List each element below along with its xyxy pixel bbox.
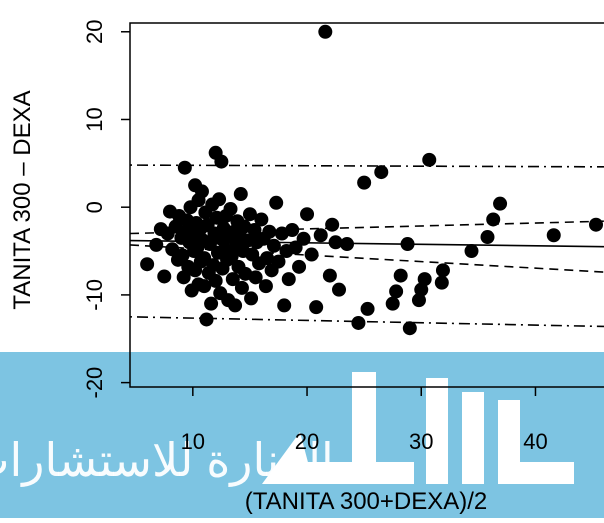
data-point — [400, 237, 415, 252]
data-point — [435, 263, 450, 278]
limit-of-agreement-upper-line — [129, 164, 604, 168]
data-point — [204, 296, 219, 311]
data-point — [242, 207, 257, 222]
watermark-logo-shape — [300, 462, 414, 484]
data-point — [149, 237, 164, 252]
watermark-logo-shape — [426, 378, 448, 484]
data-point — [318, 24, 333, 39]
data-point — [248, 270, 263, 285]
watermark-logo-shape — [498, 462, 574, 484]
watermark-text: المنارة للاستشارات — [0, 434, 334, 487]
data-point — [225, 272, 240, 287]
data-point — [254, 212, 269, 227]
data-point — [417, 272, 432, 287]
data-point — [300, 207, 315, 222]
data-point — [493, 196, 508, 211]
data-point — [223, 201, 238, 216]
data-points-layer — [140, 24, 604, 336]
data-point — [313, 228, 328, 243]
data-point — [157, 269, 172, 284]
watermark-overlay: المنارة للاستشارات — [0, 352, 604, 518]
data-point — [262, 224, 277, 239]
data-point — [389, 284, 404, 299]
data-point — [260, 251, 275, 266]
data-point — [271, 254, 286, 269]
data-point — [194, 184, 209, 199]
data-point — [228, 298, 243, 313]
data-point — [266, 238, 281, 253]
data-point — [414, 282, 429, 297]
data-point — [357, 175, 372, 190]
data-point — [328, 235, 343, 250]
plot-frame — [129, 22, 604, 388]
data-point — [244, 291, 259, 306]
data-point — [309, 300, 324, 315]
x-tick-label: 30 — [409, 429, 433, 454]
data-point — [247, 222, 262, 237]
data-point — [176, 270, 191, 285]
data-point — [165, 242, 180, 257]
y-tick-label: 10 — [82, 107, 107, 131]
data-point — [480, 230, 495, 245]
data-point — [393, 268, 408, 283]
data-point — [234, 280, 249, 295]
y-tick-label: 20 — [82, 20, 107, 44]
data-point — [351, 315, 366, 330]
data-point — [175, 248, 190, 263]
data-point — [546, 228, 561, 243]
data-point — [277, 298, 292, 313]
data-point — [168, 219, 183, 234]
data-point — [292, 259, 307, 274]
watermark-logo-shape — [262, 432, 310, 484]
data-point — [360, 301, 375, 316]
data-point — [224, 249, 239, 264]
data-point — [296, 231, 311, 246]
data-point — [285, 222, 300, 237]
data-point — [212, 192, 227, 207]
data-point — [325, 217, 340, 232]
data-point — [385, 296, 400, 311]
data-point — [199, 312, 214, 327]
x-tick-label: 40 — [523, 429, 547, 454]
x-tick-label: 10 — [181, 429, 205, 454]
watermark-logo-shape — [462, 392, 484, 484]
y-tick-label: -10 — [82, 279, 107, 311]
y-tick-label: 0 — [82, 201, 107, 213]
data-point — [258, 279, 273, 294]
data-point — [422, 152, 437, 167]
data-point — [589, 217, 604, 232]
data-point — [486, 212, 501, 227]
data-point — [233, 187, 248, 202]
data-point — [411, 293, 426, 308]
axes-layer: -20 -10 0 10 20 10 20 30 40 — [82, 20, 604, 454]
data-point — [197, 279, 212, 294]
x-axis-label: (TANITA 300+DEXA)/2 — [245, 488, 488, 515]
data-point — [208, 273, 223, 288]
data-point — [332, 282, 347, 297]
x-tick-label: 20 — [295, 429, 319, 454]
y-axis-label: TANITA 300 – DEXA — [9, 90, 36, 309]
data-point — [340, 237, 355, 252]
y-tick-label: -20 — [82, 367, 107, 399]
data-point — [140, 257, 155, 272]
data-point — [269, 195, 284, 210]
data-point — [304, 247, 319, 262]
data-point — [177, 160, 192, 175]
data-point — [214, 154, 229, 169]
data-point — [374, 165, 389, 180]
data-point — [434, 275, 449, 290]
data-point — [402, 321, 417, 336]
data-point — [464, 244, 479, 259]
data-point — [281, 272, 296, 287]
data-point — [322, 268, 337, 283]
